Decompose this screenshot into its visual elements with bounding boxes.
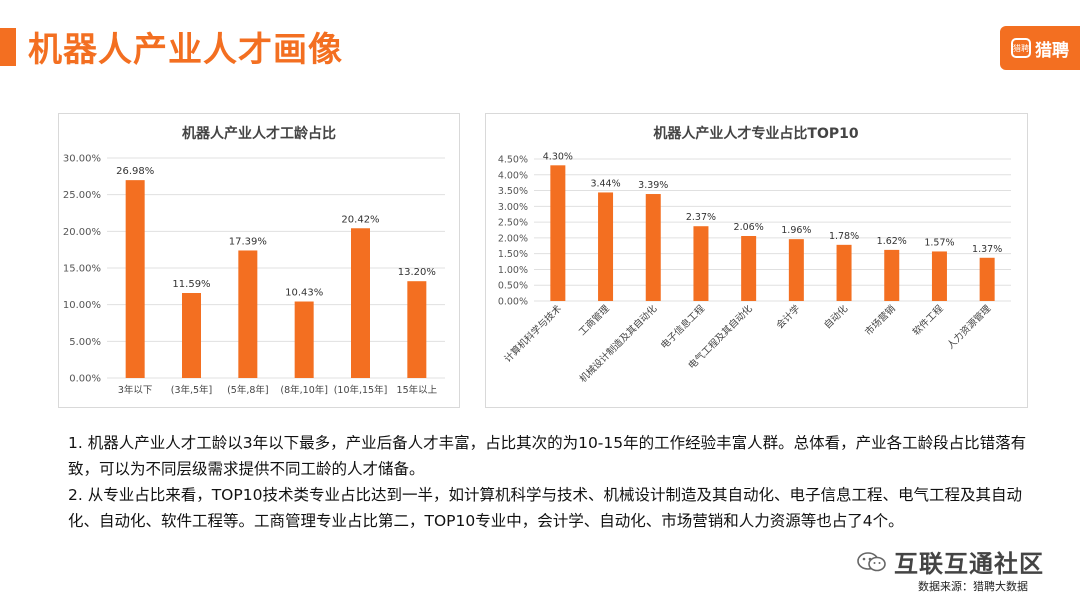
bar <box>836 244 852 301</box>
data-label: 3.39% <box>638 180 668 191</box>
x-tick-label: 工商管理 <box>576 302 612 338</box>
wechat-icon <box>856 551 888 573</box>
y-tick-label: 4.50% <box>498 155 528 166</box>
major-chart-svg: 机器人产业人才专业占比TOP10 0.00% 0.50% 1.00% 1.50% 2.00… <box>498 125 1011 385</box>
data-label: 2.37% <box>686 212 716 223</box>
bar <box>979 257 995 301</box>
x-tick-label: 电子信息工程 <box>658 302 707 351</box>
x-tick-label: 自动化 <box>822 302 851 331</box>
tenure-chart: 机器人产业人才工龄占比 0.00% 5.00% 10.00% 15.00% 20.00% 2… <box>58 113 460 408</box>
chart-title: 机器人产业人才专业占比TOP10 <box>653 125 858 142</box>
x-tick-label: 3年以下 <box>118 384 153 396</box>
x-tick-label: 15年以上 <box>397 384 438 396</box>
tenure-chart-svg: 机器人产业人才工龄占比 0.00% 5.00% 10.00% 15.00% 20.00% 2… <box>63 125 445 396</box>
x-tick-label: (3年,5年] <box>171 384 213 396</box>
major-chart: 机器人产业人才专业占比TOP10 0.00% 0.50% 1.00% 1.50% 2.00… <box>485 113 1028 408</box>
bar <box>645 194 661 301</box>
data-label: 2.06% <box>734 222 764 233</box>
x-tick-label: (5年,8年] <box>227 384 269 396</box>
bar <box>125 180 145 378</box>
bar <box>931 251 947 301</box>
bar <box>182 293 201 378</box>
data-label: 1.78% <box>829 231 859 242</box>
bar <box>550 165 566 301</box>
x-tick-label: (8年,10年] <box>280 384 328 396</box>
bar <box>294 301 314 378</box>
bar <box>741 235 757 301</box>
y-tick-label: 20.00% <box>63 227 101 238</box>
data-label: 1.62% <box>877 236 907 247</box>
y-tick-label: 0.00% <box>69 374 101 385</box>
x-tick-label: 机械设计制造及其自动化 <box>577 302 660 385</box>
bar <box>788 239 804 301</box>
data-label: 11.59% <box>172 279 210 290</box>
liepin-logo-icon: 猎聘 <box>1011 38 1031 58</box>
y-tick-label: 0.00% <box>498 297 528 308</box>
y-tick-label: 2.00% <box>498 233 528 244</box>
x-tick-label: 会计学 <box>774 303 803 332</box>
data-label: 13.20% <box>398 267 436 278</box>
data-source: 数据来源：猎聘大数据 <box>918 580 1028 593</box>
y-tick-label: 25.00% <box>63 190 101 201</box>
bar <box>693 226 709 301</box>
y-tick-label: 2.50% <box>498 218 528 229</box>
x-tick-label: 人力资源管理 <box>944 302 993 351</box>
brand-logo[interactable]: 猎聘 猎聘 <box>1000 26 1080 70</box>
y-tick-label: 1.50% <box>498 249 528 260</box>
bar <box>407 281 427 378</box>
title-accent-bar <box>0 28 16 66</box>
bar <box>884 249 900 301</box>
y-tick-label: 5.00% <box>69 337 101 348</box>
y-tick-label: 0.50% <box>498 281 528 292</box>
y-tick-label: 10.00% <box>63 300 101 311</box>
y-tick-label: 1.00% <box>498 265 528 276</box>
bar <box>351 228 370 378</box>
y-tick-label: 30.00% <box>63 154 101 165</box>
data-label: 4.30% <box>543 151 573 162</box>
note-2: 2. 从专业占比来看，TOP10技术类专业占比达到一半，如计算机科学与技术、机械… <box>68 486 1022 530</box>
notes: 1. 机器人产业人才工龄以3年以下最多，产业后备人才丰富，占比其次的为10-15… <box>68 430 1028 534</box>
y-tick-label: 15.00% <box>63 264 101 275</box>
watermark: 互联互通社区 <box>856 544 1044 579</box>
data-label: 17.39% <box>229 236 267 247</box>
data-label: 1.57% <box>924 237 954 248</box>
y-tick-label: 3.50% <box>498 186 528 197</box>
x-tick-label: 市场营销 <box>863 302 899 338</box>
page-title: 机器人产业人才画像 <box>28 30 343 70</box>
x-tick-label: 软件工程 <box>910 302 946 338</box>
x-tick-label: (10年,15年] <box>334 384 388 396</box>
data-label: 26.98% <box>116 166 154 177</box>
bar <box>238 250 258 378</box>
y-tick-label: 4.00% <box>498 170 528 181</box>
y-tick-label: 3.00% <box>498 202 528 213</box>
data-label: 3.44% <box>590 178 620 189</box>
data-label: 10.43% <box>285 288 323 299</box>
data-label: 20.42% <box>341 214 379 225</box>
data-label: 1.96% <box>781 225 811 236</box>
brand-label: 猎聘 <box>1035 40 1069 61</box>
watermark-text: 互联互通社区 <box>894 550 1044 578</box>
note-1: 1. 机器人产业人才工龄以3年以下最多，产业后备人才丰富，占比其次的为10-15… <box>68 434 1027 478</box>
x-tick-label: 计算机科学与技术 <box>502 302 565 365</box>
chart-title: 机器人产业人才工龄占比 <box>182 125 336 142</box>
data-label: 1.37% <box>972 244 1002 255</box>
bar <box>598 192 614 301</box>
